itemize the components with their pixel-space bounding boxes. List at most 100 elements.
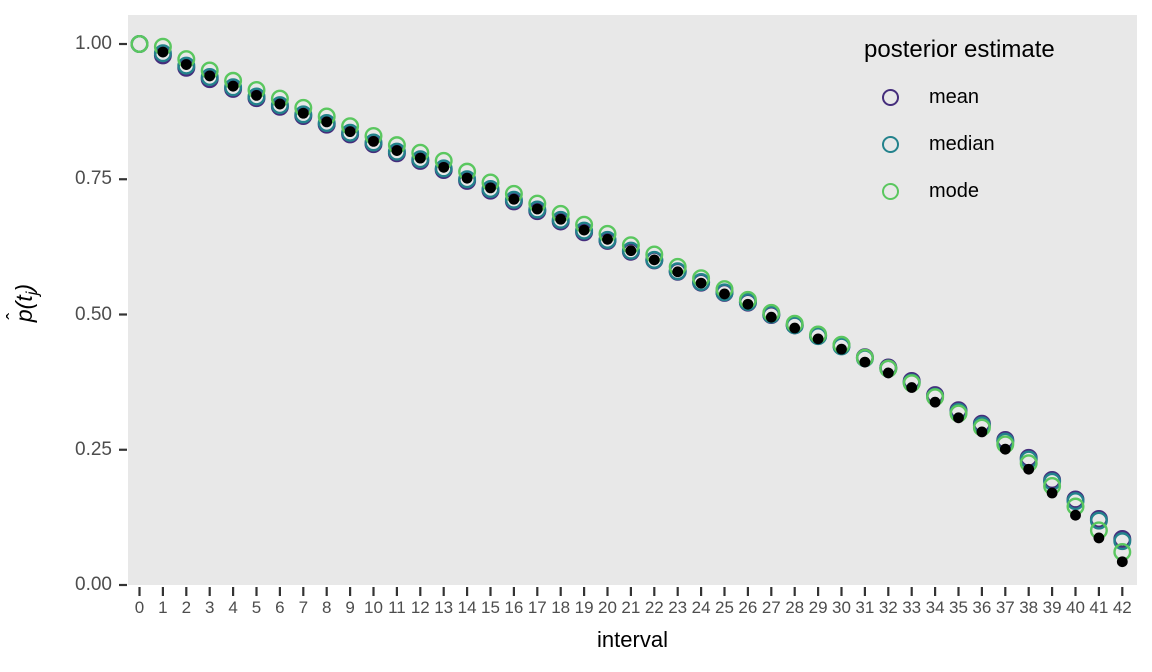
x-tick-label: 21 [621, 598, 641, 617]
data-point-black [578, 224, 590, 236]
data-point-median [364, 133, 383, 152]
data-point-black [906, 382, 918, 393]
x-tick-label: 4 [228, 598, 238, 617]
data-point-median [645, 250, 664, 269]
data-point-median [200, 68, 219, 87]
data-point-black [625, 245, 637, 257]
legend-item-median: median [858, 121, 1138, 168]
x-tick-label: 0 [134, 598, 145, 617]
x-tick-label: 34 [925, 598, 945, 617]
data-point-black [1093, 532, 1105, 544]
data-point-black [719, 288, 730, 300]
x-tick-label: 14 [457, 598, 477, 617]
x-tick-label: 9 [345, 598, 355, 617]
data-point-black [672, 266, 684, 278]
legend: posterior estimate mean median mode [858, 36, 1138, 215]
data-point-black [812, 333, 824, 345]
data-point-black [531, 203, 543, 215]
y-tick-label: 0.50 [75, 303, 112, 325]
data-point-mode [130, 35, 149, 54]
data-point-median [481, 179, 500, 198]
data-point-black [508, 193, 520, 205]
data-point-black [742, 298, 754, 310]
x-tick-label: 26 [738, 598, 758, 617]
legend-item-mean: mean [858, 74, 1138, 121]
data-point-black [789, 322, 801, 334]
data-point-black [929, 396, 941, 408]
y-tick-label: 0.75 [75, 168, 112, 190]
x-tick-label: 28 [785, 598, 805, 617]
data-point-median [294, 105, 313, 124]
x-tick-label: 40 [1066, 598, 1085, 617]
x-tick-label: 20 [598, 598, 617, 617]
data-point-black [1070, 509, 1081, 521]
data-point-black [836, 343, 847, 355]
x-tick-label: 31 [855, 598, 875, 617]
data-point-black [976, 426, 988, 438]
data-point-black [227, 80, 239, 92]
x-tick-label: 30 [832, 598, 851, 617]
data-point-black [602, 233, 613, 245]
data-point-black [1116, 556, 1128, 568]
y-tick-label: 1.00 [75, 33, 112, 54]
legend-item-mode: mode [858, 168, 1138, 215]
data-point-black [438, 161, 450, 173]
y-axis-title: ˆ p(tj) [2, 283, 42, 323]
data-point-black [555, 213, 567, 225]
data-point-black [391, 145, 403, 156]
data-point-black [882, 367, 894, 379]
data-point-median [1089, 511, 1108, 530]
x-tick-label: 2 [181, 598, 192, 617]
data-point-black [461, 172, 473, 184]
data-point-black [999, 443, 1011, 455]
data-point-median [270, 96, 289, 115]
x-tick-label: 13 [434, 598, 454, 617]
x-tick-label: 3 [204, 598, 215, 617]
x-tick-label: 15 [481, 598, 500, 617]
legend-label-median: median [929, 133, 995, 155]
x-tick-label: 17 [527, 598, 547, 617]
data-point-black [180, 59, 192, 70]
x-tick-label: 36 [972, 598, 992, 617]
x-tick-label: 33 [902, 598, 922, 617]
x-tick-label: 19 [574, 598, 594, 617]
data-point-black [297, 107, 309, 119]
data-point-median [317, 113, 336, 132]
data-point-median [387, 142, 406, 161]
data-point-black [274, 98, 286, 110]
data-point-black [695, 277, 707, 289]
x-tick-label: 8 [321, 598, 332, 617]
data-point-black [648, 254, 660, 266]
x-tick-label: 18 [551, 598, 571, 617]
x-tick-label: 35 [949, 598, 968, 617]
data-point-median [575, 221, 594, 240]
data-point-median [621, 241, 640, 260]
data-points [130, 35, 1132, 568]
legend-label-mean: mean [929, 86, 980, 108]
x-tick-label: 38 [1019, 598, 1039, 617]
data-point-black [765, 311, 777, 323]
x-tick-label: 41 [1089, 598, 1109, 617]
x-tick-label: 10 [364, 598, 383, 617]
data-point-median [1113, 532, 1132, 551]
x-tick-label: 32 [878, 598, 898, 617]
legend-label-mode: mode [929, 180, 980, 202]
data-point-median [458, 170, 477, 189]
x-tick-label: 24 [691, 598, 711, 617]
x-tick-label: 25 [715, 598, 734, 617]
x-axis-ticks [138, 587, 1124, 596]
x-tick-label: 27 [761, 598, 781, 617]
data-point-black [953, 412, 964, 424]
data-point-black [204, 70, 216, 82]
x-tick-label: 7 [298, 598, 309, 617]
data-point-black [344, 126, 356, 138]
data-point-black [414, 152, 426, 164]
legend-title: posterior estimate [864, 36, 1055, 63]
x-tick-label: 12 [410, 598, 430, 617]
data-point-black [368, 135, 379, 147]
mode-circle-icon [882, 183, 899, 200]
x-axis-title: interval [597, 627, 668, 652]
